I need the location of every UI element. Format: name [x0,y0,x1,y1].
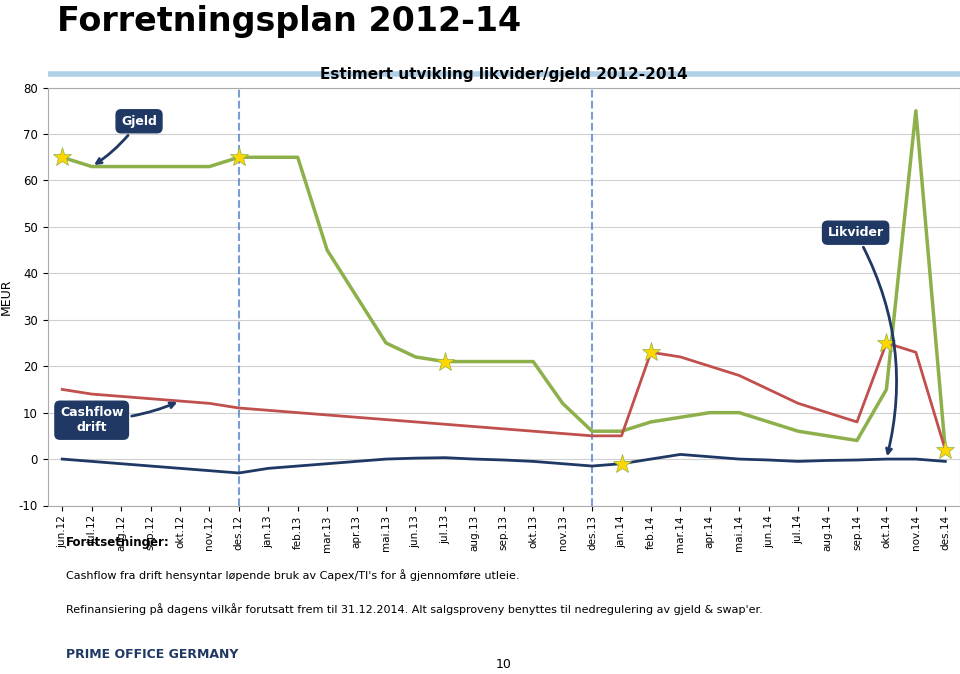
Y-axis label: MEUR: MEUR [0,278,13,315]
Title: Estimert utvikling likvider/gjeld 2012-2014: Estimert utvikling likvider/gjeld 2012-2… [320,67,687,82]
Text: 10: 10 [495,658,512,671]
Text: Cashflow fra drift hensyntar løpende bruk av Capex/TI's for å gjennomføre utleie: Cashflow fra drift hensyntar løpende bru… [66,570,519,582]
Text: PRIME OFFICE GERMANY: PRIME OFFICE GERMANY [66,648,238,661]
Text: Forretningsplan 2012-14: Forretningsplan 2012-14 [57,5,520,38]
Text: Forutsetninger:: Forutsetninger: [66,536,170,549]
Text: Refinansiering på dagens vilkår forutsatt frem til 31.12.2014. Alt salgsproveny : Refinansiering på dagens vilkår forutsat… [66,603,762,615]
Text: Gjeld: Gjeld [97,115,157,163]
Text: Likvider: Likvider [828,226,897,454]
Text: Cashflow
drift: Cashflow drift [60,403,175,434]
